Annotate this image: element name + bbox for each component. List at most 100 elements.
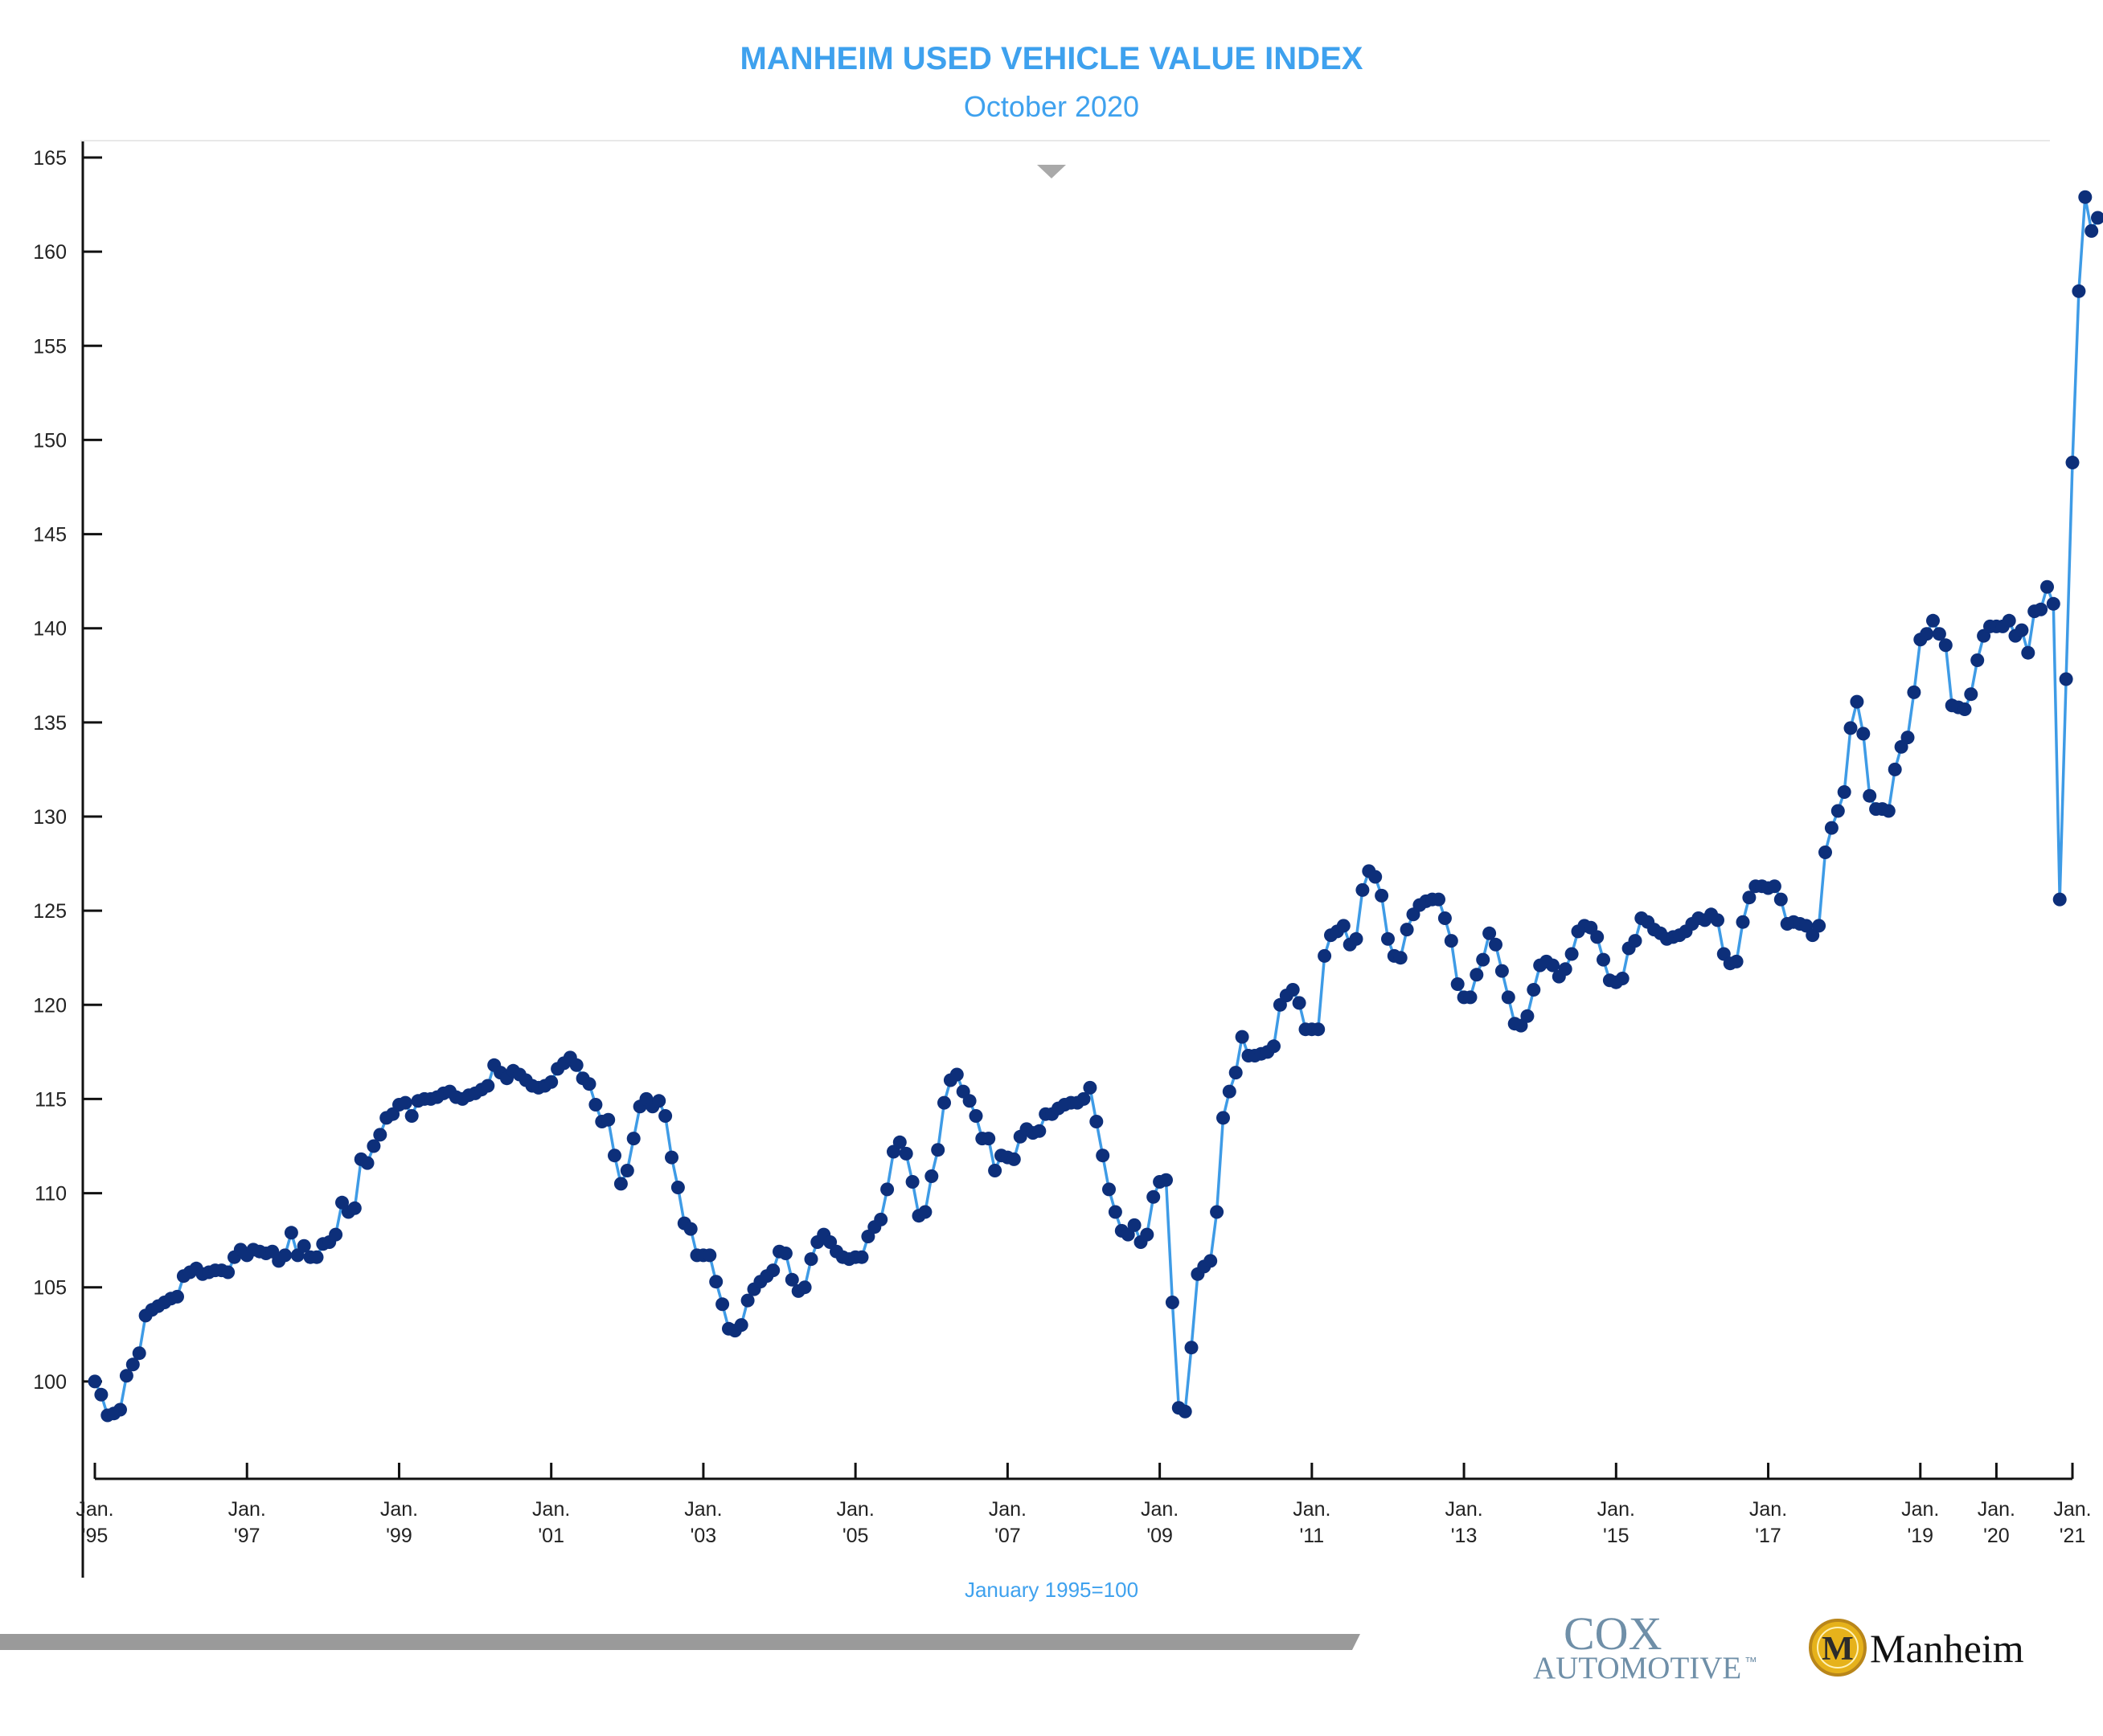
data-point <box>670 1181 685 1194</box>
data-point <box>1450 977 1465 991</box>
data-point <box>766 1263 781 1278</box>
data-point <box>544 1075 559 1089</box>
x-tick-label: Jan. '97 <box>228 1498 266 1547</box>
data-point <box>1381 931 1395 946</box>
data-point <box>1482 926 1497 940</box>
data-point <box>2046 596 2060 611</box>
manheim-medallion-ring <box>1817 1627 1859 1668</box>
data-point <box>905 1175 920 1189</box>
data-point <box>1437 911 1452 925</box>
data-point <box>1476 952 1490 967</box>
data-point <box>1146 1189 1161 1204</box>
data-point <box>1165 1296 1179 1309</box>
x-tick-label: Jan. '01 <box>532 1498 570 1547</box>
data-point <box>588 1098 603 1112</box>
cox-logo-bottom: AUTOMOTIVE <box>1533 1651 1741 1685</box>
data-point <box>1336 919 1351 933</box>
data-point <box>1203 1254 1218 1268</box>
y-tick-label: 110 <box>35 1183 67 1206</box>
data-point <box>1083 1080 1097 1095</box>
data-point <box>608 1148 621 1163</box>
data-point <box>1470 968 1484 982</box>
data-point <box>1089 1115 1104 1128</box>
data-point <box>2065 456 2080 469</box>
data-point <box>404 1109 419 1123</box>
y-tick-label: 140 <box>33 618 67 641</box>
x-axis: Jan. '95 Jan. '97 Jan. '99 Jan. '01 Jan. '03 Jan. '… <box>76 1463 2092 1547</box>
data-point <box>2085 223 2099 238</box>
data-point <box>284 1226 298 1240</box>
data-point <box>88 1374 102 1389</box>
data-point <box>1907 685 1921 699</box>
data-point <box>658 1109 673 1123</box>
data-point <box>937 1095 951 1110</box>
x-tick-label: Jan. '11 <box>1293 1498 1330 1547</box>
data-point <box>1881 804 1896 818</box>
data-point <box>874 1212 888 1226</box>
data-point <box>398 1095 412 1110</box>
data-point <box>1285 983 1300 997</box>
data-point <box>1375 888 1389 903</box>
data-point <box>683 1222 698 1236</box>
data-point <box>703 1248 717 1263</box>
data-point <box>1311 1022 1326 1037</box>
chart-title: MANHEIM USED VEHICLE VALUE INDEX <box>740 41 1363 76</box>
data-point <box>1964 687 1978 702</box>
data-point <box>949 1067 964 1082</box>
data-point <box>373 1128 387 1142</box>
series-line <box>93 195 2100 1417</box>
y-tick-label: 145 <box>33 524 67 547</box>
data-point <box>1767 879 1781 894</box>
data-point <box>1856 727 1871 741</box>
data-point <box>1932 627 1946 641</box>
data-point <box>1444 934 1458 948</box>
data-point <box>1888 762 1902 776</box>
y-tick-label: 130 <box>33 806 67 829</box>
data-point <box>1096 1148 1110 1163</box>
data-point <box>297 1239 311 1253</box>
data-point <box>1926 613 1940 628</box>
data-point <box>740 1293 755 1308</box>
data-point <box>988 1164 1002 1177</box>
data-point <box>310 1250 324 1264</box>
y-tick-label: 125 <box>33 900 67 923</box>
data-point <box>1108 1205 1122 1219</box>
data-point <box>1127 1218 1142 1232</box>
data-point <box>1597 952 1610 967</box>
data-point <box>1843 721 1858 735</box>
data-point <box>569 1058 584 1072</box>
data-point <box>1463 990 1478 1005</box>
manheim-medallion-letter: M <box>1822 1631 1854 1668</box>
data-point <box>170 1289 184 1304</box>
data-point <box>1267 1039 1281 1054</box>
data-point <box>2015 623 2029 637</box>
y-tick-label: 160 <box>33 241 67 264</box>
x-tick-label: Jan. '03 <box>684 1498 722 1547</box>
data-point <box>2059 672 2073 686</box>
manheim-logo: M Manheim <box>1809 1619 2024 1677</box>
data-point <box>2078 190 2093 204</box>
x-tick-label: Jan. '95 <box>76 1498 113 1547</box>
index-base-note: January 1995=100 <box>965 1578 1138 1602</box>
data-point <box>1773 892 1788 907</box>
data-point <box>601 1112 616 1127</box>
data-point <box>1489 937 1502 952</box>
data-point <box>1742 891 1757 905</box>
data-point <box>1393 951 1408 965</box>
y-tick-label: 135 <box>33 712 67 735</box>
data-point <box>582 1077 596 1091</box>
data-point <box>2040 579 2054 594</box>
data-point <box>1032 1124 1047 1138</box>
x-tick-label: Jan. '09 <box>1141 1498 1179 1547</box>
data-point <box>1736 915 1750 929</box>
data-point <box>931 1143 945 1157</box>
data-point <box>360 1156 375 1170</box>
data-point <box>924 1169 939 1183</box>
x-tick-label: Jan. '19 <box>1901 1498 1939 1547</box>
data-point <box>1590 930 1605 944</box>
data-point <box>626 1132 641 1146</box>
data-point <box>1920 627 1934 641</box>
data-point <box>1210 1205 1224 1219</box>
data-point <box>119 1369 133 1383</box>
data-point <box>797 1280 812 1295</box>
